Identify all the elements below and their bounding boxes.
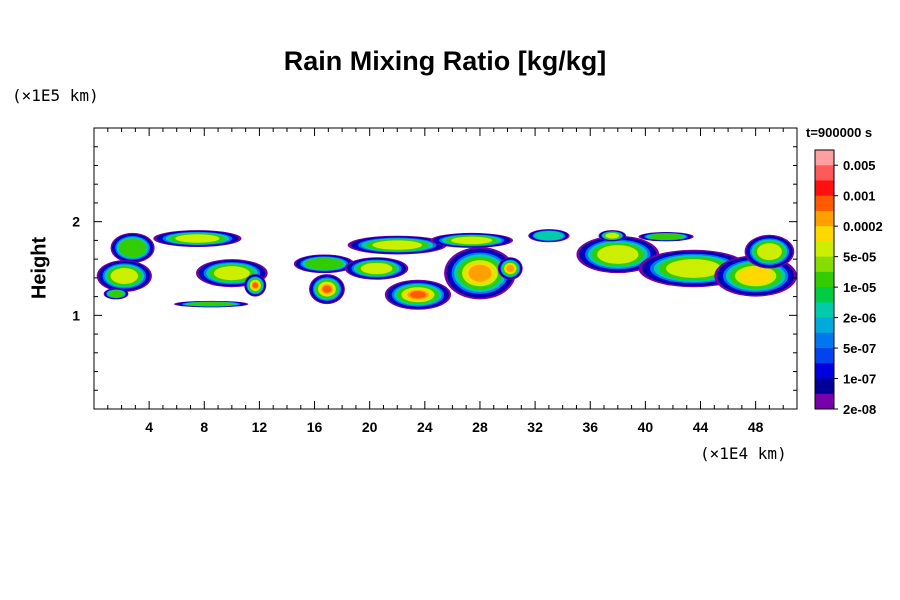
contour-blob-14-level-8 — [506, 264, 515, 273]
contour-blob-2-level-5 — [108, 290, 124, 298]
contour-blob-3-level-6 — [175, 234, 220, 243]
contour-blob-12-level-8 — [468, 264, 492, 282]
contour-blob-10-level-6 — [360, 262, 393, 275]
contour-blob-18-level-6 — [666, 259, 722, 278]
x-tick-label: 12 — [252, 419, 268, 435]
y-axis-unit: (×1E5 km) — [12, 86, 99, 105]
colorbar-label: 2e-08 — [843, 402, 876, 417]
colorbar-swatch — [815, 363, 834, 380]
plot-area — [93, 127, 798, 410]
x-tick-label: 40 — [638, 419, 654, 435]
contour-blob-19-level-7 — [739, 267, 773, 285]
colorbar-swatch — [815, 210, 834, 227]
x-tick-label: 44 — [693, 419, 709, 435]
colorbar-swatch — [815, 393, 834, 410]
colorbar-label: 0.001 — [843, 189, 876, 204]
x-tick-label: 4 — [145, 419, 153, 435]
colorbar-label: 1e-07 — [843, 372, 876, 387]
contour-field — [96, 229, 797, 310]
colorbar-label: 2e-06 — [843, 311, 876, 326]
colorbar-swatch — [815, 317, 834, 334]
colorbar-swatch — [815, 287, 834, 303]
contour-blob-17-level-6 — [605, 232, 620, 239]
colorbar-swatch — [815, 332, 834, 349]
time-label: t=900000 s — [806, 125, 873, 140]
x-tick-label: 36 — [582, 419, 598, 435]
colorbar-label: 0.0002 — [843, 219, 883, 234]
contour-blob-6-level-5 — [188, 302, 235, 307]
contour-blob-7-level-9 — [322, 285, 332, 293]
colorbar-label: 5e-05 — [843, 250, 876, 265]
colorbar-swatch — [815, 378, 834, 395]
y-tick-label: 2 — [72, 214, 80, 230]
colorbar-swatch — [815, 180, 834, 197]
colorbar-swatch — [815, 226, 834, 242]
contour-blob-0-level-5 — [118, 238, 147, 258]
chart-title: Rain Mixing Ratio [kg/kg] — [283, 46, 607, 76]
colorbar-swatch — [815, 150, 834, 166]
x-tick-label: 28 — [472, 419, 488, 435]
x-tick-label: 32 — [527, 419, 543, 435]
contour-blob-1-level-6 — [110, 268, 139, 284]
colorbar-label: 1e-05 — [843, 280, 876, 295]
x-tick-label: 8 — [200, 419, 208, 435]
colorbar: 0.005 0.001 0.0002 5e-05 1e-05 2e-06 5e-07 1e-0… — [814, 149, 883, 417]
contour-blob-9-level-6 — [372, 240, 423, 250]
contour-blob-21-level-6 — [757, 243, 782, 261]
x-tick-label: 48 — [748, 419, 764, 435]
contour-blob-16-level-6 — [597, 245, 639, 264]
contour-blob-11-level-9 — [409, 291, 426, 299]
colorbar-swatch — [815, 256, 834, 273]
colorbar-label: 5e-07 — [843, 341, 876, 356]
x-tick-label: 20 — [362, 419, 378, 435]
x-axis-unit: (×1E4 km) — [700, 444, 787, 463]
contour-blob-20-level-5 — [648, 233, 684, 240]
contour-blob-4-level-6 — [213, 266, 250, 281]
colorbar-swatch — [815, 271, 834, 288]
x-tick-label: 16 — [307, 419, 323, 435]
x-tick-label: 24 — [417, 419, 433, 435]
contour-blob-15-level-4 — [533, 230, 564, 241]
colorbar-label: 0.005 — [843, 158, 876, 173]
contour-blob-8-level-5 — [305, 258, 343, 270]
contour-blob-5-level-9 — [252, 282, 258, 289]
colorbar-swatch — [815, 302, 834, 319]
colorbar-frame — [814, 149, 835, 410]
y-tick-label: 1 — [72, 307, 80, 323]
contour-blob-13-level-6 — [451, 236, 493, 245]
colorbar-swatch — [815, 195, 834, 212]
colorbar-swatch — [815, 165, 834, 181]
colorbar-swatch — [815, 241, 834, 258]
colorbar-swatch — [815, 348, 834, 364]
